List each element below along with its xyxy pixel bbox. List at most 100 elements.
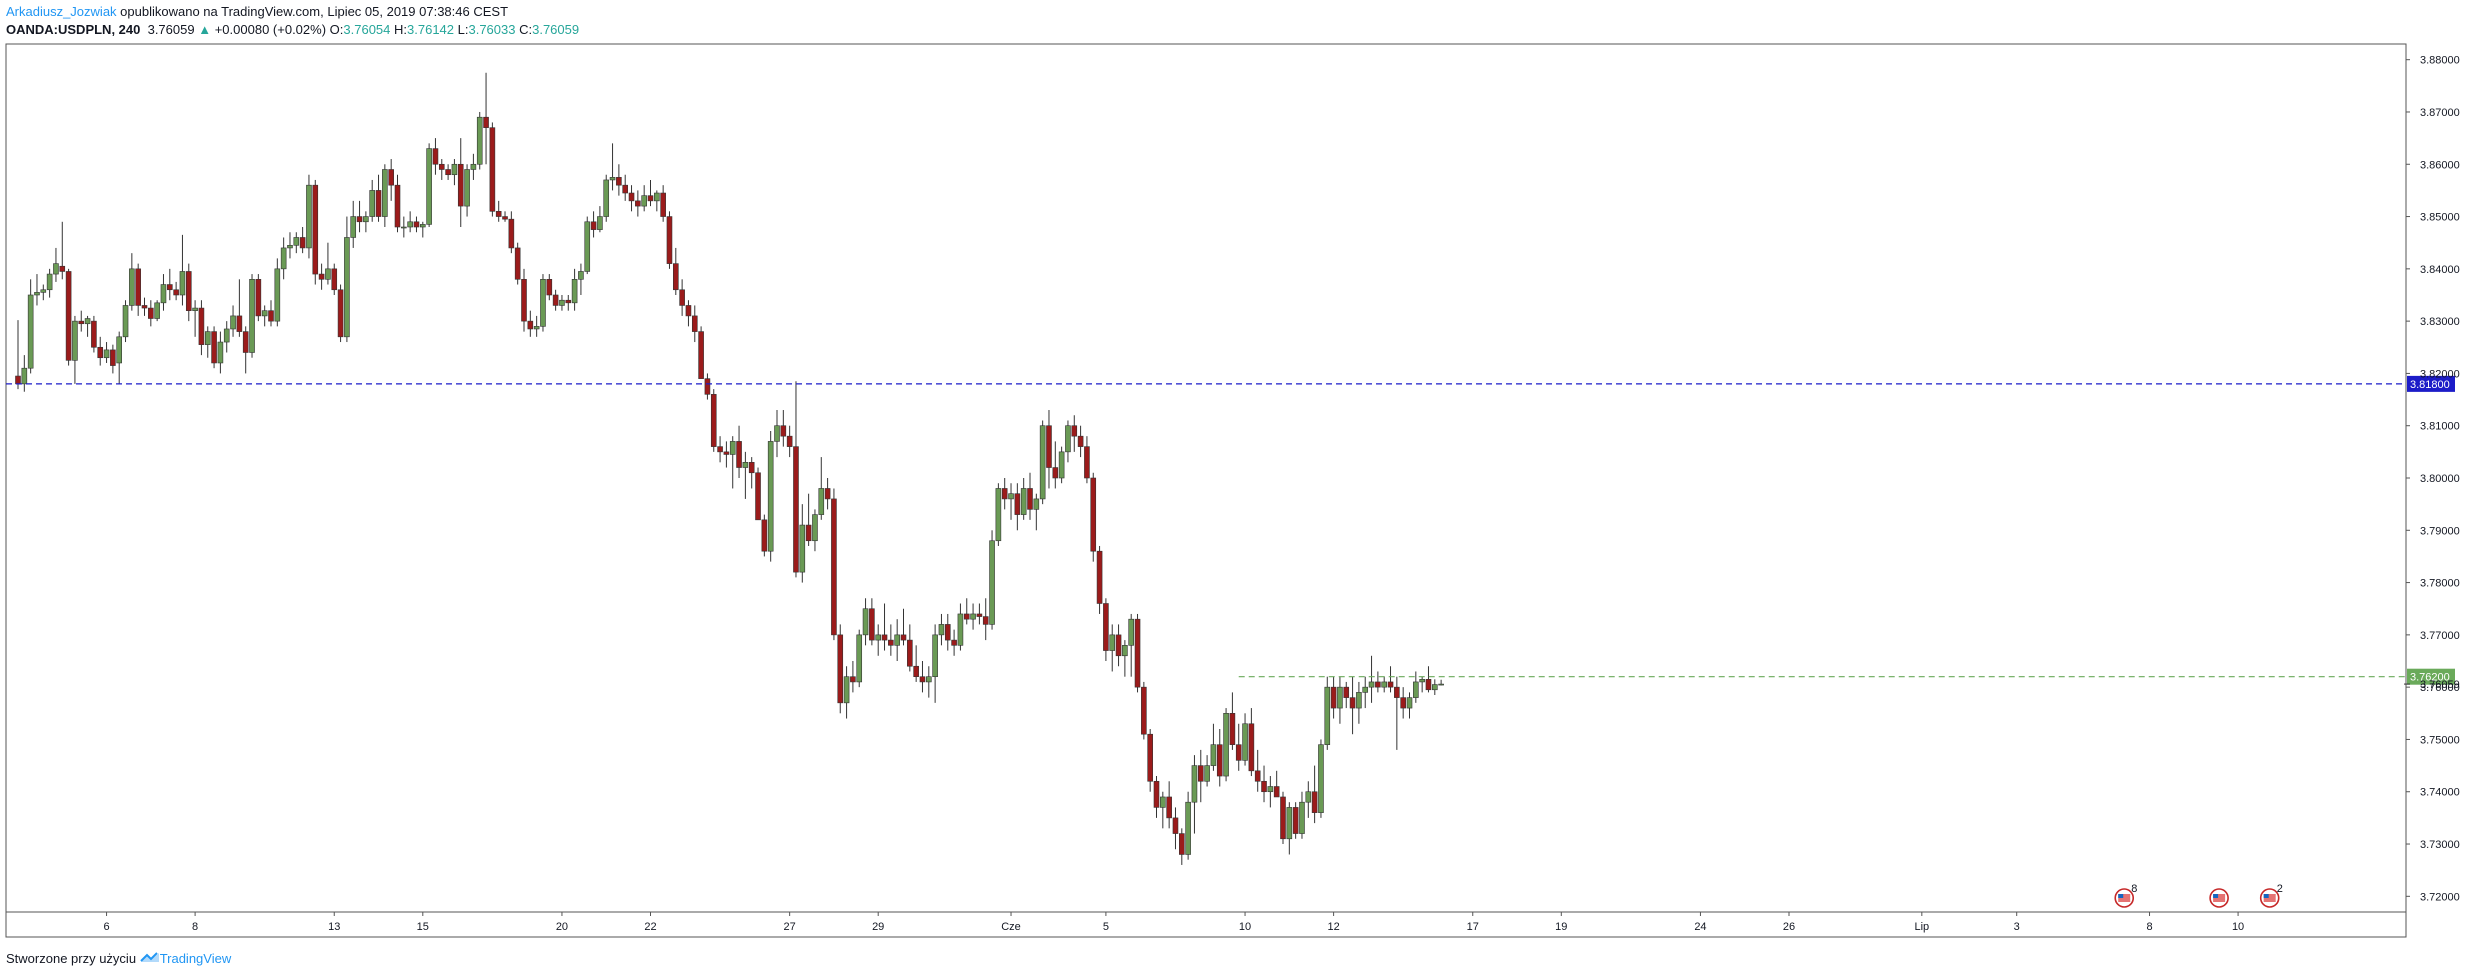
candle — [856, 629, 863, 688]
candle-body — [685, 305, 692, 317]
candle-body — [1153, 780, 1160, 808]
candle — [793, 381, 799, 578]
candle-body — [407, 221, 413, 228]
candle — [1122, 640, 1128, 677]
candle — [331, 263, 338, 295]
candle — [824, 478, 831, 510]
candle — [59, 221, 66, 280]
event-flag-body — [2213, 894, 2226, 902]
candle-body — [160, 284, 167, 304]
candle — [185, 263, 192, 322]
candle-body — [337, 289, 344, 338]
candle — [154, 300, 160, 322]
candle — [812, 509, 818, 552]
candle-body — [489, 127, 496, 212]
candle-body — [970, 613, 976, 620]
candle — [419, 221, 426, 238]
event-flag-body — [2118, 894, 2131, 902]
candle-body — [881, 634, 888, 641]
candle — [1185, 791, 1191, 860]
candle — [540, 274, 546, 332]
candle — [761, 514, 768, 557]
price-tick-label: 3.85000 — [2420, 212, 2460, 224]
candle-body — [761, 519, 768, 552]
candle-body — [1223, 713, 1229, 777]
event-flag-canton — [2118, 894, 2124, 898]
candle — [1109, 624, 1116, 672]
candle — [1058, 446, 1065, 484]
candle-body — [888, 639, 894, 646]
candle — [660, 185, 666, 222]
candle — [103, 342, 110, 363]
candle-body — [34, 292, 40, 296]
candle-body — [1204, 765, 1210, 782]
candle — [913, 645, 919, 682]
candle-body — [148, 307, 154, 319]
candle — [1387, 666, 1394, 693]
candle-body — [938, 624, 945, 636]
candle — [72, 315, 78, 384]
candle — [521, 268, 527, 332]
candle-body — [1394, 686, 1400, 698]
symbol-name: OANDA:USDPLN, 240 — [6, 22, 141, 37]
candle — [976, 603, 983, 625]
candle — [249, 274, 255, 358]
candle-body — [805, 524, 812, 542]
candle — [622, 174, 629, 201]
price-tick-label: 3.75000 — [2420, 734, 2460, 746]
candle — [862, 598, 869, 646]
candle — [255, 274, 262, 322]
candle — [97, 336, 104, 366]
candle-body — [476, 116, 483, 165]
candle-body — [521, 279, 527, 322]
candle — [1305, 781, 1312, 818]
candle-body — [540, 279, 546, 327]
price-tick-label: 3.79000 — [2420, 525, 2460, 537]
candle — [1141, 681, 1147, 740]
candle-body — [502, 216, 508, 220]
candle-body — [660, 192, 666, 217]
candle — [805, 493, 812, 546]
candle — [438, 159, 445, 180]
candle — [786, 425, 793, 458]
candle-body — [1197, 765, 1204, 782]
candle-body — [1413, 681, 1419, 698]
close-label: C: — [519, 22, 533, 37]
time-tick-label: 22 — [644, 921, 656, 933]
candle-body — [1311, 791, 1318, 813]
candle — [1065, 420, 1071, 463]
candle — [1286, 802, 1293, 855]
author-link[interactable]: Arkadiusz_Jozwiak — [6, 4, 117, 19]
candle — [963, 598, 970, 625]
candle — [1229, 692, 1236, 750]
candle-body — [679, 289, 685, 306]
time-tick-label: 17 — [1467, 921, 1479, 933]
candle — [198, 300, 205, 356]
time-axis[interactable]: 6 8 13 15 20 22 27 29 Cze 5 10 12 17 19 24 26 Lip 3 8 10 — [103, 912, 2244, 933]
candle-body — [173, 289, 179, 296]
candle — [325, 242, 331, 285]
tradingview-logo[interactable]: TradingView — [139, 951, 231, 966]
candle-body — [514, 247, 521, 280]
candle — [1033, 493, 1040, 531]
candle-body — [843, 676, 850, 704]
candle — [1254, 749, 1261, 792]
candle-body — [141, 305, 148, 309]
price-tick-label: 3.76000 — [2420, 682, 2460, 694]
candle-body — [116, 336, 122, 364]
candle-body — [710, 394, 717, 447]
candle — [470, 153, 477, 180]
candle — [312, 179, 319, 285]
candle-body — [944, 624, 951, 641]
price-axis[interactable]: 3.72000 3.73000 3.74000 3.75000 3.76000 3.770… — [2406, 55, 2460, 904]
candle — [1223, 708, 1229, 782]
candle — [1425, 666, 1432, 693]
candle — [148, 300, 154, 327]
symbol-legend: OANDA:USDPLN, 240 3.76059 ▲ +0.00080 (+0… — [6, 22, 579, 38]
candle-body — [1273, 786, 1280, 798]
candle-body — [1172, 817, 1179, 834]
candle-body — [129, 268, 135, 306]
candle — [1400, 687, 1406, 719]
candle — [850, 661, 856, 693]
